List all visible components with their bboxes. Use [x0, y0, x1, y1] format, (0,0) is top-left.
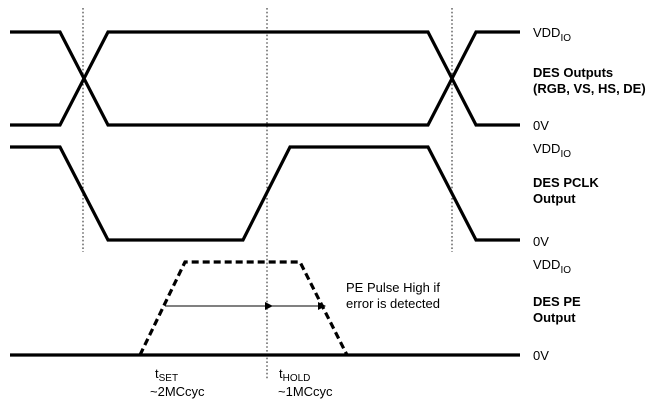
pe-annotation-line2: error is detected — [346, 296, 440, 311]
des-outputs-waveform — [10, 30, 520, 127]
des-pclk-name: DES PCLK — [533, 175, 599, 190]
pclk-vdd-label: VDDIO — [533, 141, 571, 160]
des-outputs-subname: (RGB, VS, HS, DE) — [533, 81, 646, 96]
tset-label: tSET — [155, 366, 178, 384]
pe-annotation-line1: PE Pulse High if — [346, 280, 440, 295]
pclk-0v-label: 0V — [533, 234, 549, 249]
thold-label: tHOLD — [279, 366, 310, 384]
des-pclk-waveform — [10, 145, 520, 242]
des-pe-pulse — [138, 260, 349, 356]
des-pclk-subname: Output — [533, 191, 576, 206]
thold-value: ~1MCcyc — [278, 384, 333, 399]
outputs-vdd-label: VDDIO — [533, 25, 571, 44]
pe-0v-label: 0V — [533, 348, 549, 363]
des-pe-subname: Output — [533, 310, 576, 325]
outputs-0v-label: 0V — [533, 118, 549, 133]
tset-value: ~2MCcyc — [150, 384, 205, 399]
des-outputs-name: DES Outputs — [533, 65, 613, 80]
timing-arrow — [165, 302, 326, 310]
pe-vdd-label: VDDIO — [533, 257, 571, 276]
des-pe-name: DES PE — [533, 294, 581, 309]
